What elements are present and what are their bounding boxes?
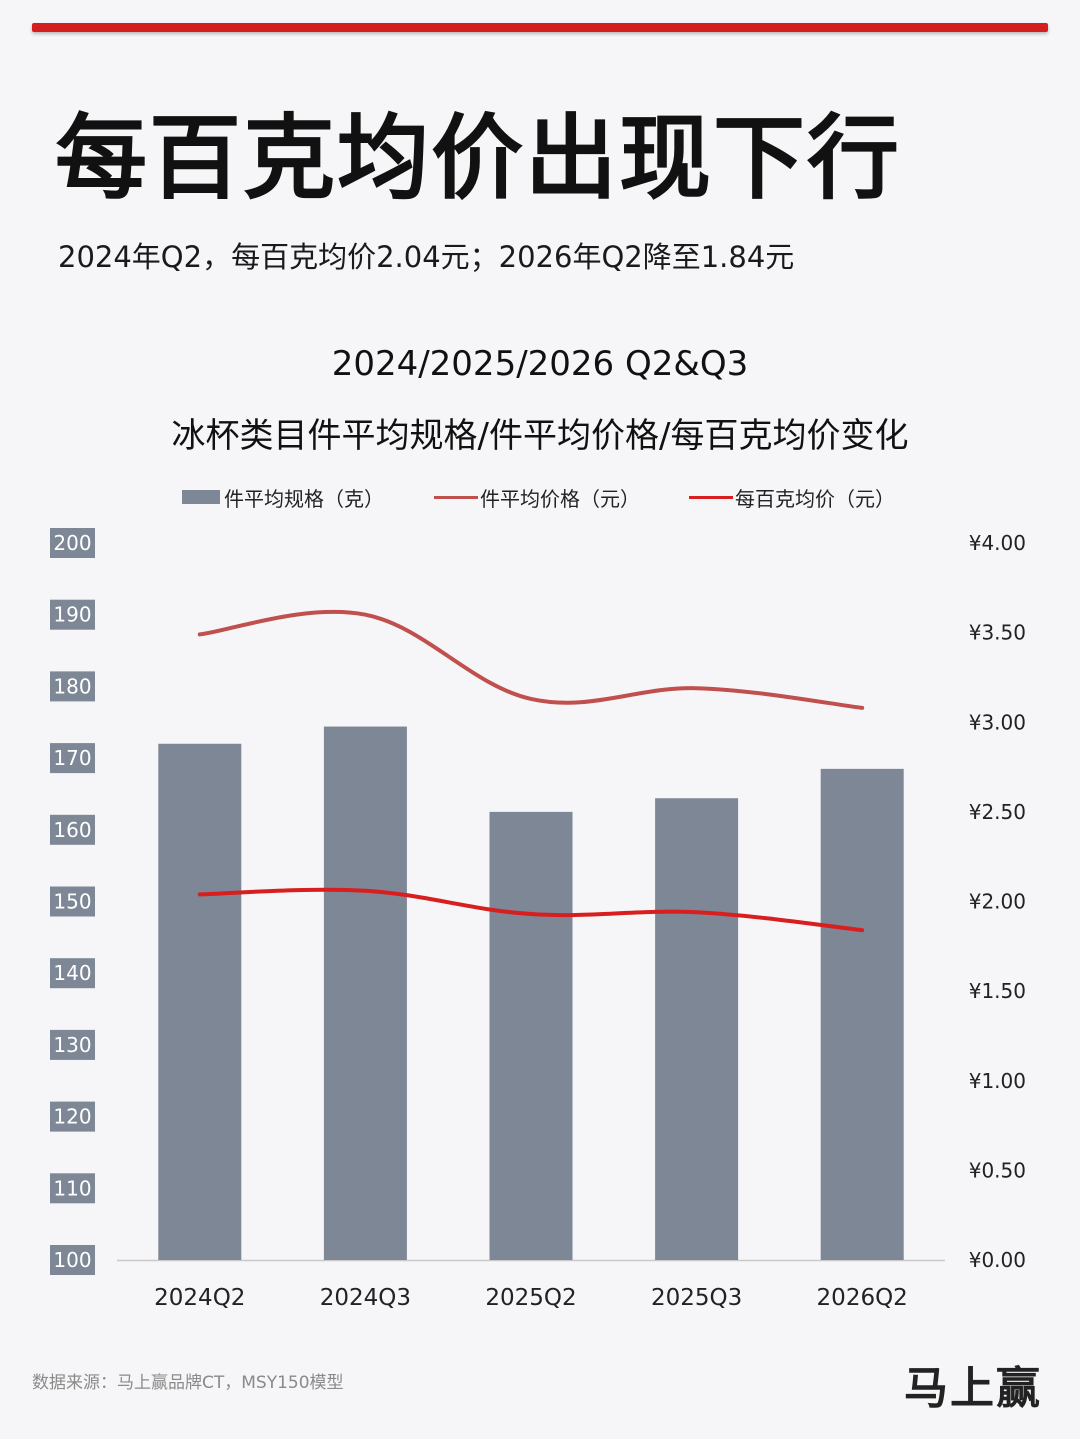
y-left-tick-label: 140	[53, 961, 91, 985]
x-tick-label: 2025Q3	[651, 1285, 742, 1311]
bar	[489, 811, 573, 1260]
x-tick-label: 2026Q2	[817, 1285, 908, 1311]
y-left-tick-box	[50, 1101, 95, 1132]
y-left-tick-box	[50, 528, 95, 558]
y-right-tick-label: ¥0.50	[969, 1158, 1026, 1182]
legend-swatch-line	[689, 495, 733, 499]
bar	[655, 798, 739, 1260]
chart-title: 2024/2025/2026 Q2&Q3	[331, 344, 749, 384]
y-right-tick-label: ¥2.50	[969, 800, 1026, 824]
x-tick-label: 2024Q3	[320, 1285, 411, 1311]
y-right-tick-label: ¥4.00	[969, 531, 1026, 555]
legend-item-unit-price-line: 每百克均价（元）	[689, 480, 895, 514]
legend-item-bar: 件平均规格（克）	[182, 480, 384, 514]
y-left-tick-box	[50, 1173, 95, 1204]
y-right-tick-label: ¥3.50	[969, 621, 1026, 645]
y-left-tick-label: 160	[53, 818, 91, 842]
unit-price-line	[197, 887, 865, 933]
y-right-tick-label: ¥3.00	[969, 710, 1026, 734]
top-accent-bar	[32, 23, 1048, 32]
legend-label: 件平均价格（元）	[480, 486, 640, 511]
y-left-tick-label: 170	[53, 746, 91, 770]
y-left-tick-label: 180	[53, 674, 91, 698]
bar	[158, 743, 242, 1260]
y-right-tick-label: ¥2.00	[969, 890, 1026, 914]
y-left-tick-label: 120	[53, 1105, 91, 1129]
chart-legend: 件平均规格（克） 件平均价格（元） 每百克均价（元）	[0, 480, 1080, 514]
y-left-tick-label: 110	[53, 1176, 91, 1200]
y-right-tick-label: ¥1.00	[969, 1069, 1026, 1093]
y-left-tick-label: 150	[53, 890, 91, 914]
legend-swatch-bar	[182, 490, 220, 504]
page-subtitle: 2024年Q2，每百克均价2.04元；2026年Q2降至1.84元	[58, 240, 795, 274]
price-line	[197, 609, 865, 710]
legend-item-price-line: 件平均价格（元）	[434, 480, 640, 514]
bar	[820, 768, 904, 1260]
y-right-tick-label: ¥1.50	[969, 979, 1026, 1003]
x-tick-label: 2025Q2	[485, 1285, 576, 1311]
page-title: 每百克均价出现下行	[55, 105, 902, 212]
y-left-tick-box	[50, 1029, 95, 1060]
y-left-tick-label: 190	[53, 603, 91, 627]
chart-subtitle: 冰杯类目件平均规格/件平均价格/每百克均价变化	[171, 416, 909, 456]
y-left-tick-box	[50, 958, 95, 989]
legend-label: 件平均规格（克）	[224, 486, 384, 511]
data-source-note: 数据来源：马上赢品牌CT，MSY150模型	[32, 1373, 344, 1393]
brand-logo: 马上赢	[904, 1363, 1042, 1414]
bar	[323, 726, 407, 1260]
x-tick-label: 2024Q2	[154, 1285, 245, 1311]
y-left-tick-box	[50, 671, 95, 702]
legend-swatch-line	[434, 495, 478, 499]
y-left-tick-label: 130	[53, 1033, 91, 1057]
y-left-tick-box	[50, 814, 95, 845]
y-left-tick-box	[50, 743, 95, 774]
y-left-tick-box	[50, 599, 95, 630]
y-left-tick-box	[50, 886, 95, 917]
legend-label: 每百克均价（元）	[735, 486, 895, 511]
y-left-tick-box	[50, 1245, 95, 1275]
y-left-tick-label: 200	[53, 531, 91, 555]
y-right-tick-label: ¥0.00	[969, 1248, 1026, 1272]
y-left-tick-label: 100	[53, 1248, 91, 1272]
